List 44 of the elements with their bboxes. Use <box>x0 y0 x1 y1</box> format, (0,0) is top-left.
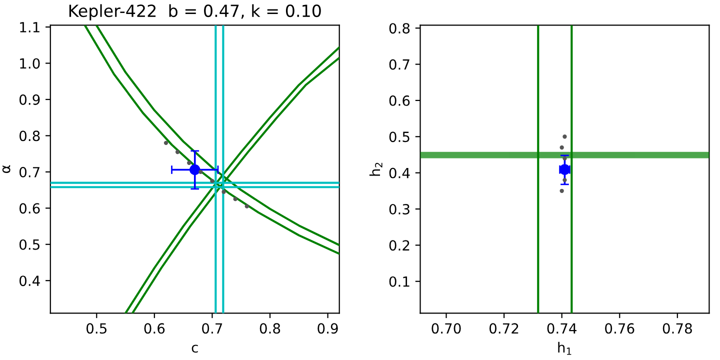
y-tick-label: 0.6 <box>20 203 40 214</box>
point <box>560 145 564 150</box>
point <box>233 197 238 202</box>
y-axis-title: α <box>2 165 10 174</box>
point <box>175 150 180 154</box>
x-tick-label: 0.7 <box>202 323 222 334</box>
x-tick-label: 0.70 <box>432 323 461 334</box>
x-tick-label: 0.6 <box>144 323 165 334</box>
point <box>562 178 567 182</box>
y-axis-title: h$_{2}$ <box>369 162 382 176</box>
y-tick-label: 0.7 <box>20 166 40 178</box>
y-tick-label: 0.4 <box>20 276 40 286</box>
x-tick-label: 0.72 <box>490 323 518 334</box>
point <box>210 178 214 184</box>
y-tick-label: 0.8 <box>389 23 410 34</box>
x-tick-label: 0.78 <box>662 323 692 334</box>
y-tick-label: 0.1 <box>389 276 410 287</box>
y-tick-label: 0.7 <box>389 59 410 70</box>
point <box>187 160 192 165</box>
y-tick-label: 0.6 <box>389 95 410 106</box>
point <box>222 190 226 194</box>
y-tick-label: 0.2 <box>389 240 410 251</box>
x-tick-label: 0.8 <box>260 323 280 334</box>
x-axis-title: c <box>192 344 198 353</box>
x-tick-label: 0.74 <box>547 323 577 334</box>
y-tick-label: 0.8 <box>20 130 40 142</box>
y-tick-label: 0.5 <box>389 132 410 142</box>
point <box>198 170 203 174</box>
y-tick-label: 0.5 <box>20 239 40 250</box>
y-tick-label: 0.9 <box>20 94 40 105</box>
point <box>562 156 567 160</box>
y-tick-label: 0.3 <box>389 204 410 214</box>
y-tick-label: 1.0 <box>20 58 40 69</box>
x-axis-title: h$_{1}$ <box>558 342 572 355</box>
x-tick-label: 0.76 <box>605 323 634 334</box>
point <box>560 188 564 193</box>
point <box>244 204 249 208</box>
point <box>164 140 168 146</box>
x-tick-label: 0.5 <box>86 323 106 334</box>
x-tick-label: 0.9 <box>318 323 338 334</box>
y-tick-label: 0.4 <box>389 168 410 178</box>
y-tick-label: 1.1 <box>20 22 40 32</box>
point <box>562 134 567 139</box>
chart-title: Kepler-422 b = 0.47, k = 0.10 <box>69 4 321 20</box>
